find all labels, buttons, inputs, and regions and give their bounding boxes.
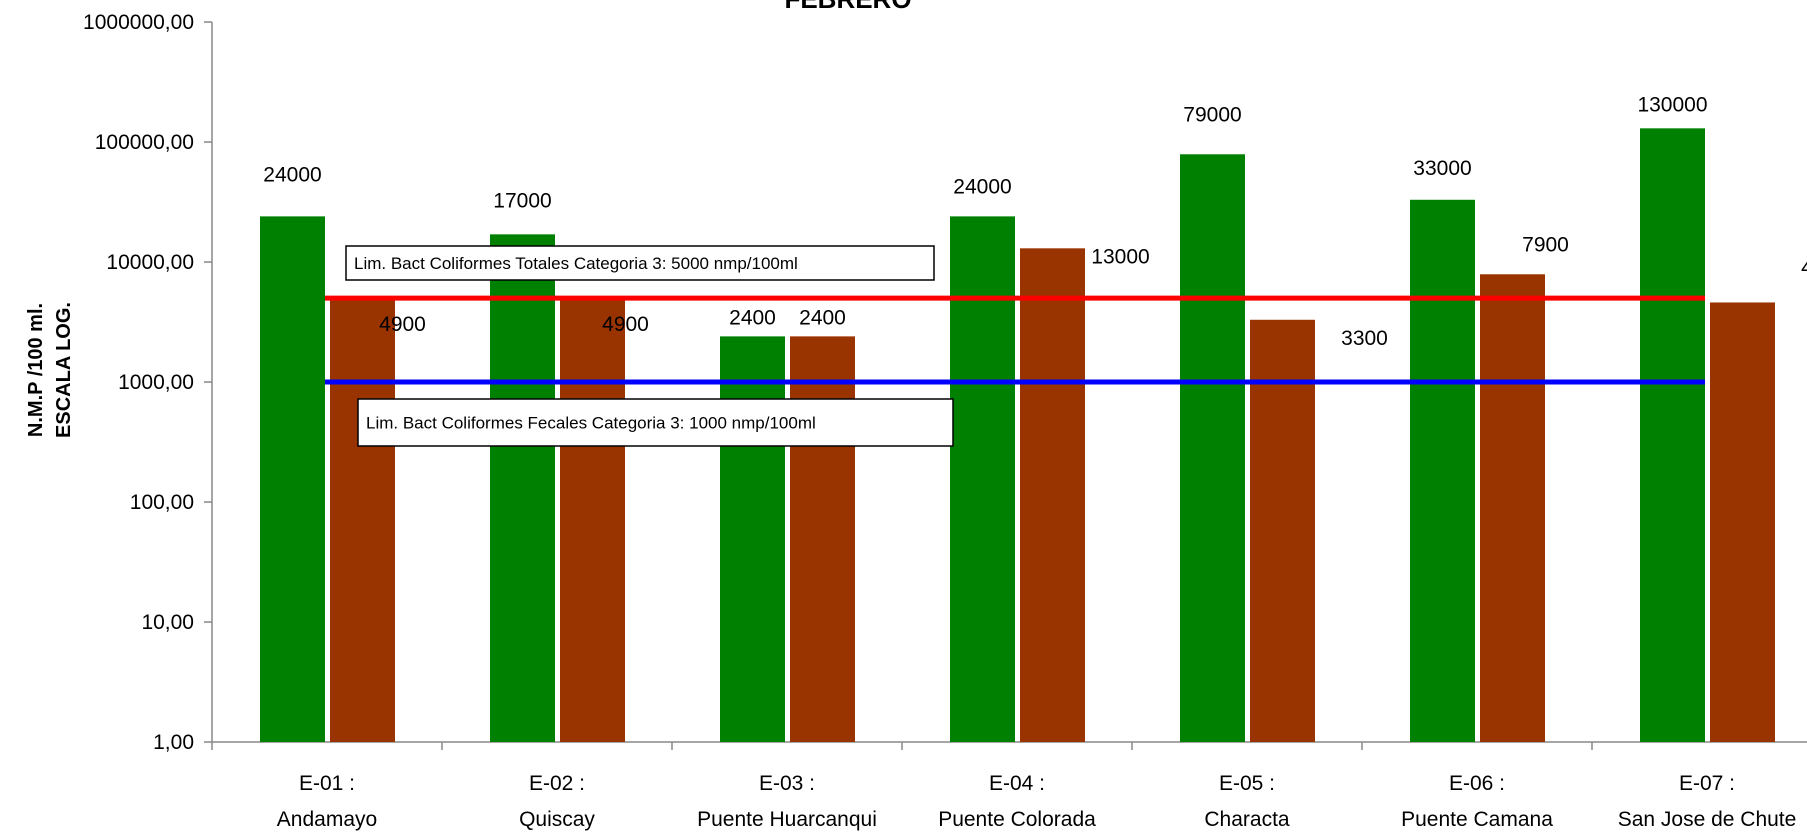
data-label-brown: 4600: [1801, 256, 1807, 279]
y-axis-title-line-2: ESCALA LOG.: [53, 302, 75, 438]
x-tick-label-code: E-06 :: [1449, 772, 1505, 795]
data-label-green: 79000: [1183, 103, 1241, 126]
y-tick-label: 1000000,00: [83, 11, 194, 34]
data-label-green: 130000: [1637, 93, 1707, 116]
bar-green: [950, 216, 1015, 743]
x-tick-label-code: E-01 :: [299, 772, 355, 795]
x-tick-label-name: Andamayo: [277, 808, 377, 831]
chart-title: FEBRERO: [784, 0, 911, 14]
x-tick-label-name: Puente Camana: [1401, 808, 1553, 831]
bar-brown: [790, 336, 855, 742]
bar-brown: [1480, 274, 1545, 742]
x-tick-label-code: E-07 :: [1679, 772, 1735, 795]
x-tick-label-name: Puente Huarcanqui: [697, 808, 877, 831]
data-label-green: 24000: [953, 175, 1011, 198]
bar-green: [490, 234, 555, 742]
y-tick-label: 10000,00: [106, 251, 194, 274]
x-tick-label-code: E-04 :: [989, 772, 1045, 795]
y-tick-label: 100,00: [130, 491, 194, 514]
data-label-brown: 13000: [1091, 245, 1149, 268]
data-label-brown: 7900: [1522, 233, 1569, 256]
bar-brown: [1710, 302, 1775, 742]
data-label-green: 17000: [493, 189, 551, 212]
bar-green: [1410, 199, 1475, 742]
y-axis-title-line-1: N.M.P /100 ml.: [25, 303, 47, 437]
data-label-brown: 3300: [1341, 327, 1388, 350]
data-label-green: 2400: [729, 306, 776, 329]
y-tick-label: 100000,00: [95, 131, 194, 154]
reference-label-box-fecales: [357, 398, 954, 447]
plot-area: 1,00 10,00 100,00 1000,00 10000,00 100000,00 1…: [83, 11, 1807, 831]
data-label-brown: 4900: [379, 313, 426, 336]
y-tick-label: 10,00: [141, 611, 194, 634]
data-label-brown: 2400: [799, 306, 846, 329]
x-tick-label-name: San Jose de Chute: [1618, 808, 1797, 831]
x-tick-label-code: E-03 :: [759, 772, 815, 795]
y-axis-title: N.M.P /100 ml. ESCALA LOG.: [25, 302, 75, 438]
bar-brown: [330, 299, 395, 742]
reference-label-fecales: Lim. Bact Coliformes Fecales Categoria 3…: [366, 414, 816, 433]
x-tick-label-name: Quiscay: [519, 808, 595, 831]
reference-label-box-totales: [345, 245, 935, 281]
x-tick-label-name: Characta: [1204, 808, 1290, 831]
bar-green: [260, 216, 325, 743]
x-tick-label-name: Puente Colorada: [938, 808, 1096, 831]
reference-label-totales: Lim. Bact Coliformes Totales Categoria 3…: [354, 254, 798, 273]
data-label-green: 33000: [1413, 157, 1471, 180]
data-label-green: 24000: [263, 163, 321, 186]
bar-brown: [1020, 248, 1085, 743]
bar-brown: [1250, 319, 1315, 742]
y-tick-label: 1,00: [153, 731, 194, 754]
y-tick-label: 1000,00: [118, 371, 194, 394]
bar-green: [720, 336, 785, 742]
x-tick-label-code: E-05 :: [1219, 772, 1275, 795]
data-label-brown: 4900: [602, 313, 649, 336]
bar-green: [1180, 154, 1245, 743]
bar-brown: [560, 299, 625, 742]
bar-green: [1640, 128, 1705, 743]
x-tick-label-code: E-02 :: [529, 772, 585, 795]
